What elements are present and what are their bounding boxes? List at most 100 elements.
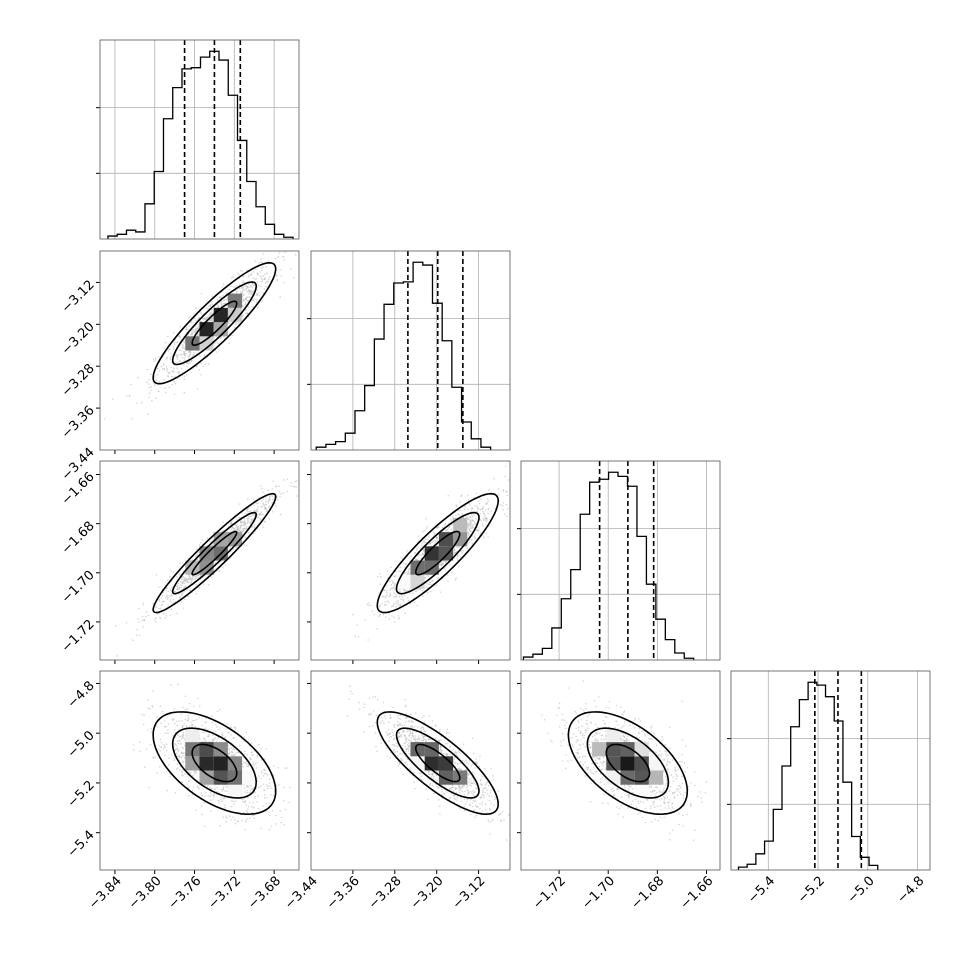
sample-point [393, 743, 395, 746]
sample-point [399, 603, 402, 606]
sample-point [171, 383, 173, 386]
sample-point [178, 740, 180, 742]
sample-point [198, 717, 200, 719]
sample-point [270, 793, 272, 796]
sample-point [288, 801, 291, 804]
sample-point [255, 301, 258, 304]
sample-point [171, 376, 174, 378]
sample-point [248, 792, 251, 794]
sample-point [265, 810, 268, 813]
sample-point [238, 273, 240, 276]
sample-point [241, 281, 244, 284]
sample-point [169, 358, 172, 361]
sample-point [230, 733, 232, 736]
sample-point [266, 286, 268, 288]
sample-point [172, 570, 175, 573]
sample-point [407, 597, 409, 599]
sample-point [200, 373, 202, 376]
sample-point [237, 525, 240, 528]
sample-point [459, 752, 462, 755]
sample-point [238, 287, 241, 290]
sample-point [164, 732, 167, 734]
sample-point [175, 768, 178, 770]
sample-point [485, 532, 488, 535]
sample-point [472, 780, 475, 783]
sample-point [197, 576, 199, 579]
sample-point [135, 634, 138, 636]
sample-point [383, 604, 386, 606]
sample-point [188, 362, 191, 364]
sample-point [242, 294, 245, 297]
sample-point [254, 278, 256, 280]
sample-point [241, 528, 244, 530]
sample-point [447, 580, 449, 582]
sample-point [262, 805, 265, 807]
sample-point [170, 593, 173, 596]
sample-point [183, 378, 185, 381]
sample-point [462, 550, 465, 552]
sample-point [403, 594, 406, 597]
sample-point [241, 524, 244, 526]
sample-point [248, 801, 251, 804]
sample-point [507, 507, 509, 510]
sample-point [182, 578, 184, 580]
sample-point [354, 635, 357, 638]
sample-point [244, 528, 247, 531]
sample-point [267, 502, 270, 504]
sample-point [475, 523, 477, 525]
sample-point [440, 565, 443, 567]
sample-point [197, 325, 200, 328]
sample-point [389, 592, 391, 594]
sample-point [150, 386, 153, 388]
sample-point [283, 786, 286, 789]
sample-point [420, 739, 423, 741]
sample-point [350, 690, 352, 693]
sample-point [254, 791, 256, 794]
sample-point [138, 621, 140, 623]
sample-point [185, 327, 188, 329]
sample-point [460, 494, 463, 497]
sample-point [216, 726, 218, 728]
sample-point [229, 547, 231, 550]
sample-point [422, 530, 424, 533]
sample-point [395, 602, 398, 605]
sample-point [224, 564, 227, 566]
sample-point [372, 710, 375, 712]
sample-point [164, 597, 167, 599]
sample-point [241, 290, 243, 293]
sample-point [250, 284, 252, 287]
sample-point [227, 525, 230, 528]
sample-point [247, 519, 249, 522]
density-panel-3-0 [96, 670, 300, 874]
sample-point [280, 821, 283, 824]
sample-point [212, 794, 215, 796]
sample-point [250, 785, 252, 788]
sample-point [243, 544, 246, 546]
sample-point [268, 778, 271, 780]
sample-point [236, 322, 238, 325]
sample-point [397, 618, 400, 620]
histogram-2 [522, 471, 695, 660]
sample-point [257, 807, 260, 810]
sample-point [167, 590, 170, 593]
sample-point [262, 491, 264, 494]
sample-point [366, 603, 369, 606]
sample-point [392, 582, 395, 584]
sample-point [251, 286, 253, 288]
sample-point [254, 510, 257, 512]
sample-point [152, 690, 154, 692]
sample-point [258, 292, 261, 294]
sample-point [240, 521, 242, 523]
sample-point [378, 592, 380, 594]
sample-point [236, 290, 238, 292]
sample-point [260, 770, 263, 773]
sample-point [497, 488, 500, 490]
sample-point [245, 536, 247, 539]
sample-point [137, 376, 139, 379]
sample-point [244, 524, 246, 527]
sample-point [377, 575, 379, 578]
sample-point [150, 373, 152, 376]
sample-point [211, 539, 214, 541]
sample-point [352, 613, 354, 616]
